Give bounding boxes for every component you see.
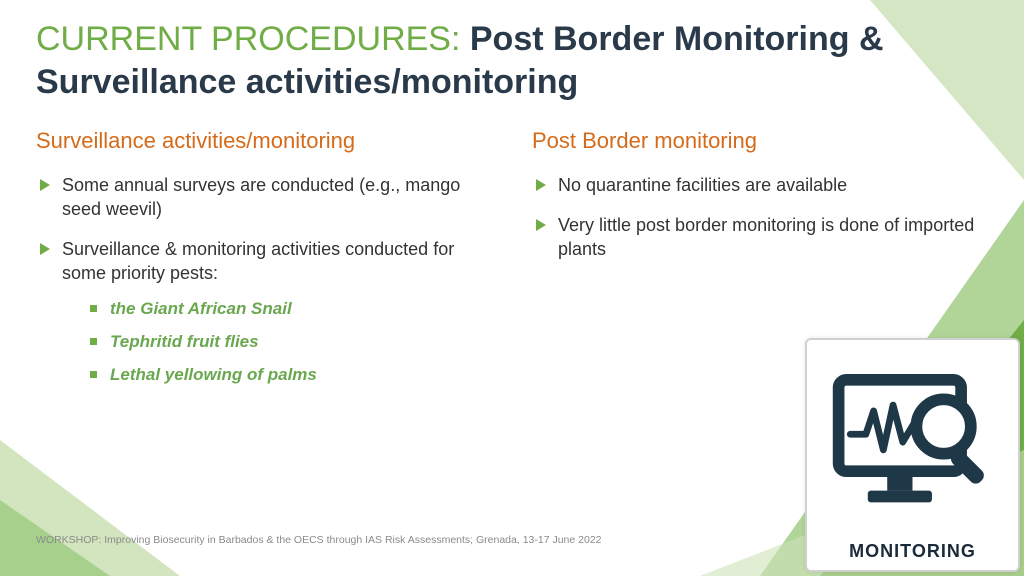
left-heading: Surveillance activities/monitoring [36, 127, 492, 155]
footer-text: WORKSHOP: Improving Biosecurity in Barba… [36, 534, 602, 546]
list-item: Surveillance & monitoring activities con… [36, 237, 492, 386]
list-item-text: Surveillance & monitoring activities con… [62, 239, 454, 283]
list-item: Some annual surveys are conducted (e.g.,… [36, 173, 492, 222]
list-item-text: Some annual surveys are conducted (e.g.,… [62, 175, 460, 219]
monitoring-card-label: MONITORING [849, 537, 976, 564]
sub-list-item: Lethal yellowing of palms [90, 364, 492, 387]
list-item: No quarantine facilities are available [532, 173, 988, 197]
sub-list-item: Tephritid fruit flies [90, 331, 492, 354]
title-accent: CURRENT PROCEDURES: [36, 20, 460, 58]
right-heading: Post Border monitoring [532, 127, 988, 155]
list-item-text: No quarantine facilities are available [558, 175, 847, 195]
sub-list-item: the Giant African Snail [90, 298, 492, 321]
monitor-search-icon [825, 364, 1000, 524]
left-column: Surveillance activities/monitoring Some … [36, 127, 492, 403]
list-item: Very little post border monitoring is do… [532, 213, 988, 262]
slide-title: CURRENT PROCEDURES: Post Border Monitori… [36, 18, 988, 103]
list-item-text: Very little post border monitoring is do… [558, 215, 974, 259]
monitoring-card: MONITORING [805, 338, 1020, 572]
